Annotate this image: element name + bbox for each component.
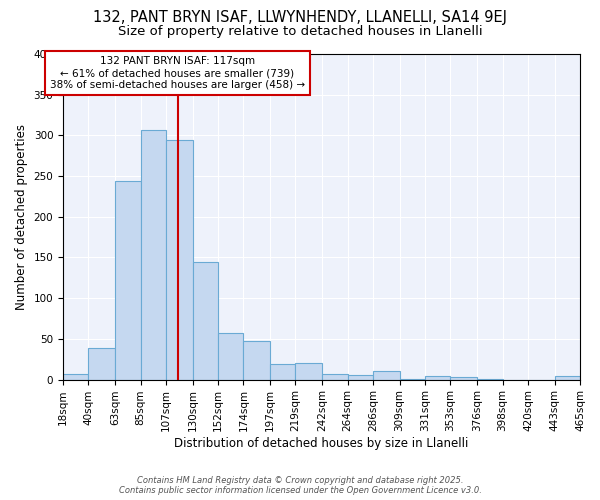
Bar (295, 364, 322, 380)
Bar (451, 377, 477, 380)
Bar (140, 130, 166, 380)
Bar (400, 379, 425, 380)
Bar (193, 262, 218, 380)
Bar (244, 340, 270, 380)
Bar (373, 370, 400, 380)
X-axis label: Distribution of detached houses by size in Llanelli: Distribution of detached houses by size … (175, 437, 469, 450)
Bar (115, 181, 140, 380)
Bar (270, 364, 295, 380)
Bar (425, 376, 451, 380)
Y-axis label: Number of detached properties: Number of detached properties (15, 124, 28, 310)
Bar (218, 333, 244, 380)
Bar (554, 376, 580, 380)
Text: 132, PANT BRYN ISAF, LLWYNHENDY, LLANELLI, SA14 9EJ: 132, PANT BRYN ISAF, LLWYNHENDY, LLANELL… (93, 10, 507, 25)
Text: 132 PANT BRYN ISAF: 117sqm
← 61% of detached houses are smaller (739)
38% of sem: 132 PANT BRYN ISAF: 117sqm ← 61% of deta… (50, 56, 305, 90)
Bar (88, 348, 115, 380)
Text: Size of property relative to detached houses in Llanelli: Size of property relative to detached ho… (118, 25, 482, 38)
Bar (477, 379, 503, 380)
Bar (166, 140, 193, 380)
Bar (347, 374, 373, 380)
Bar (322, 374, 347, 380)
Bar (63, 374, 88, 380)
Text: Contains HM Land Registry data © Crown copyright and database right 2025.
Contai: Contains HM Land Registry data © Crown c… (119, 476, 481, 495)
